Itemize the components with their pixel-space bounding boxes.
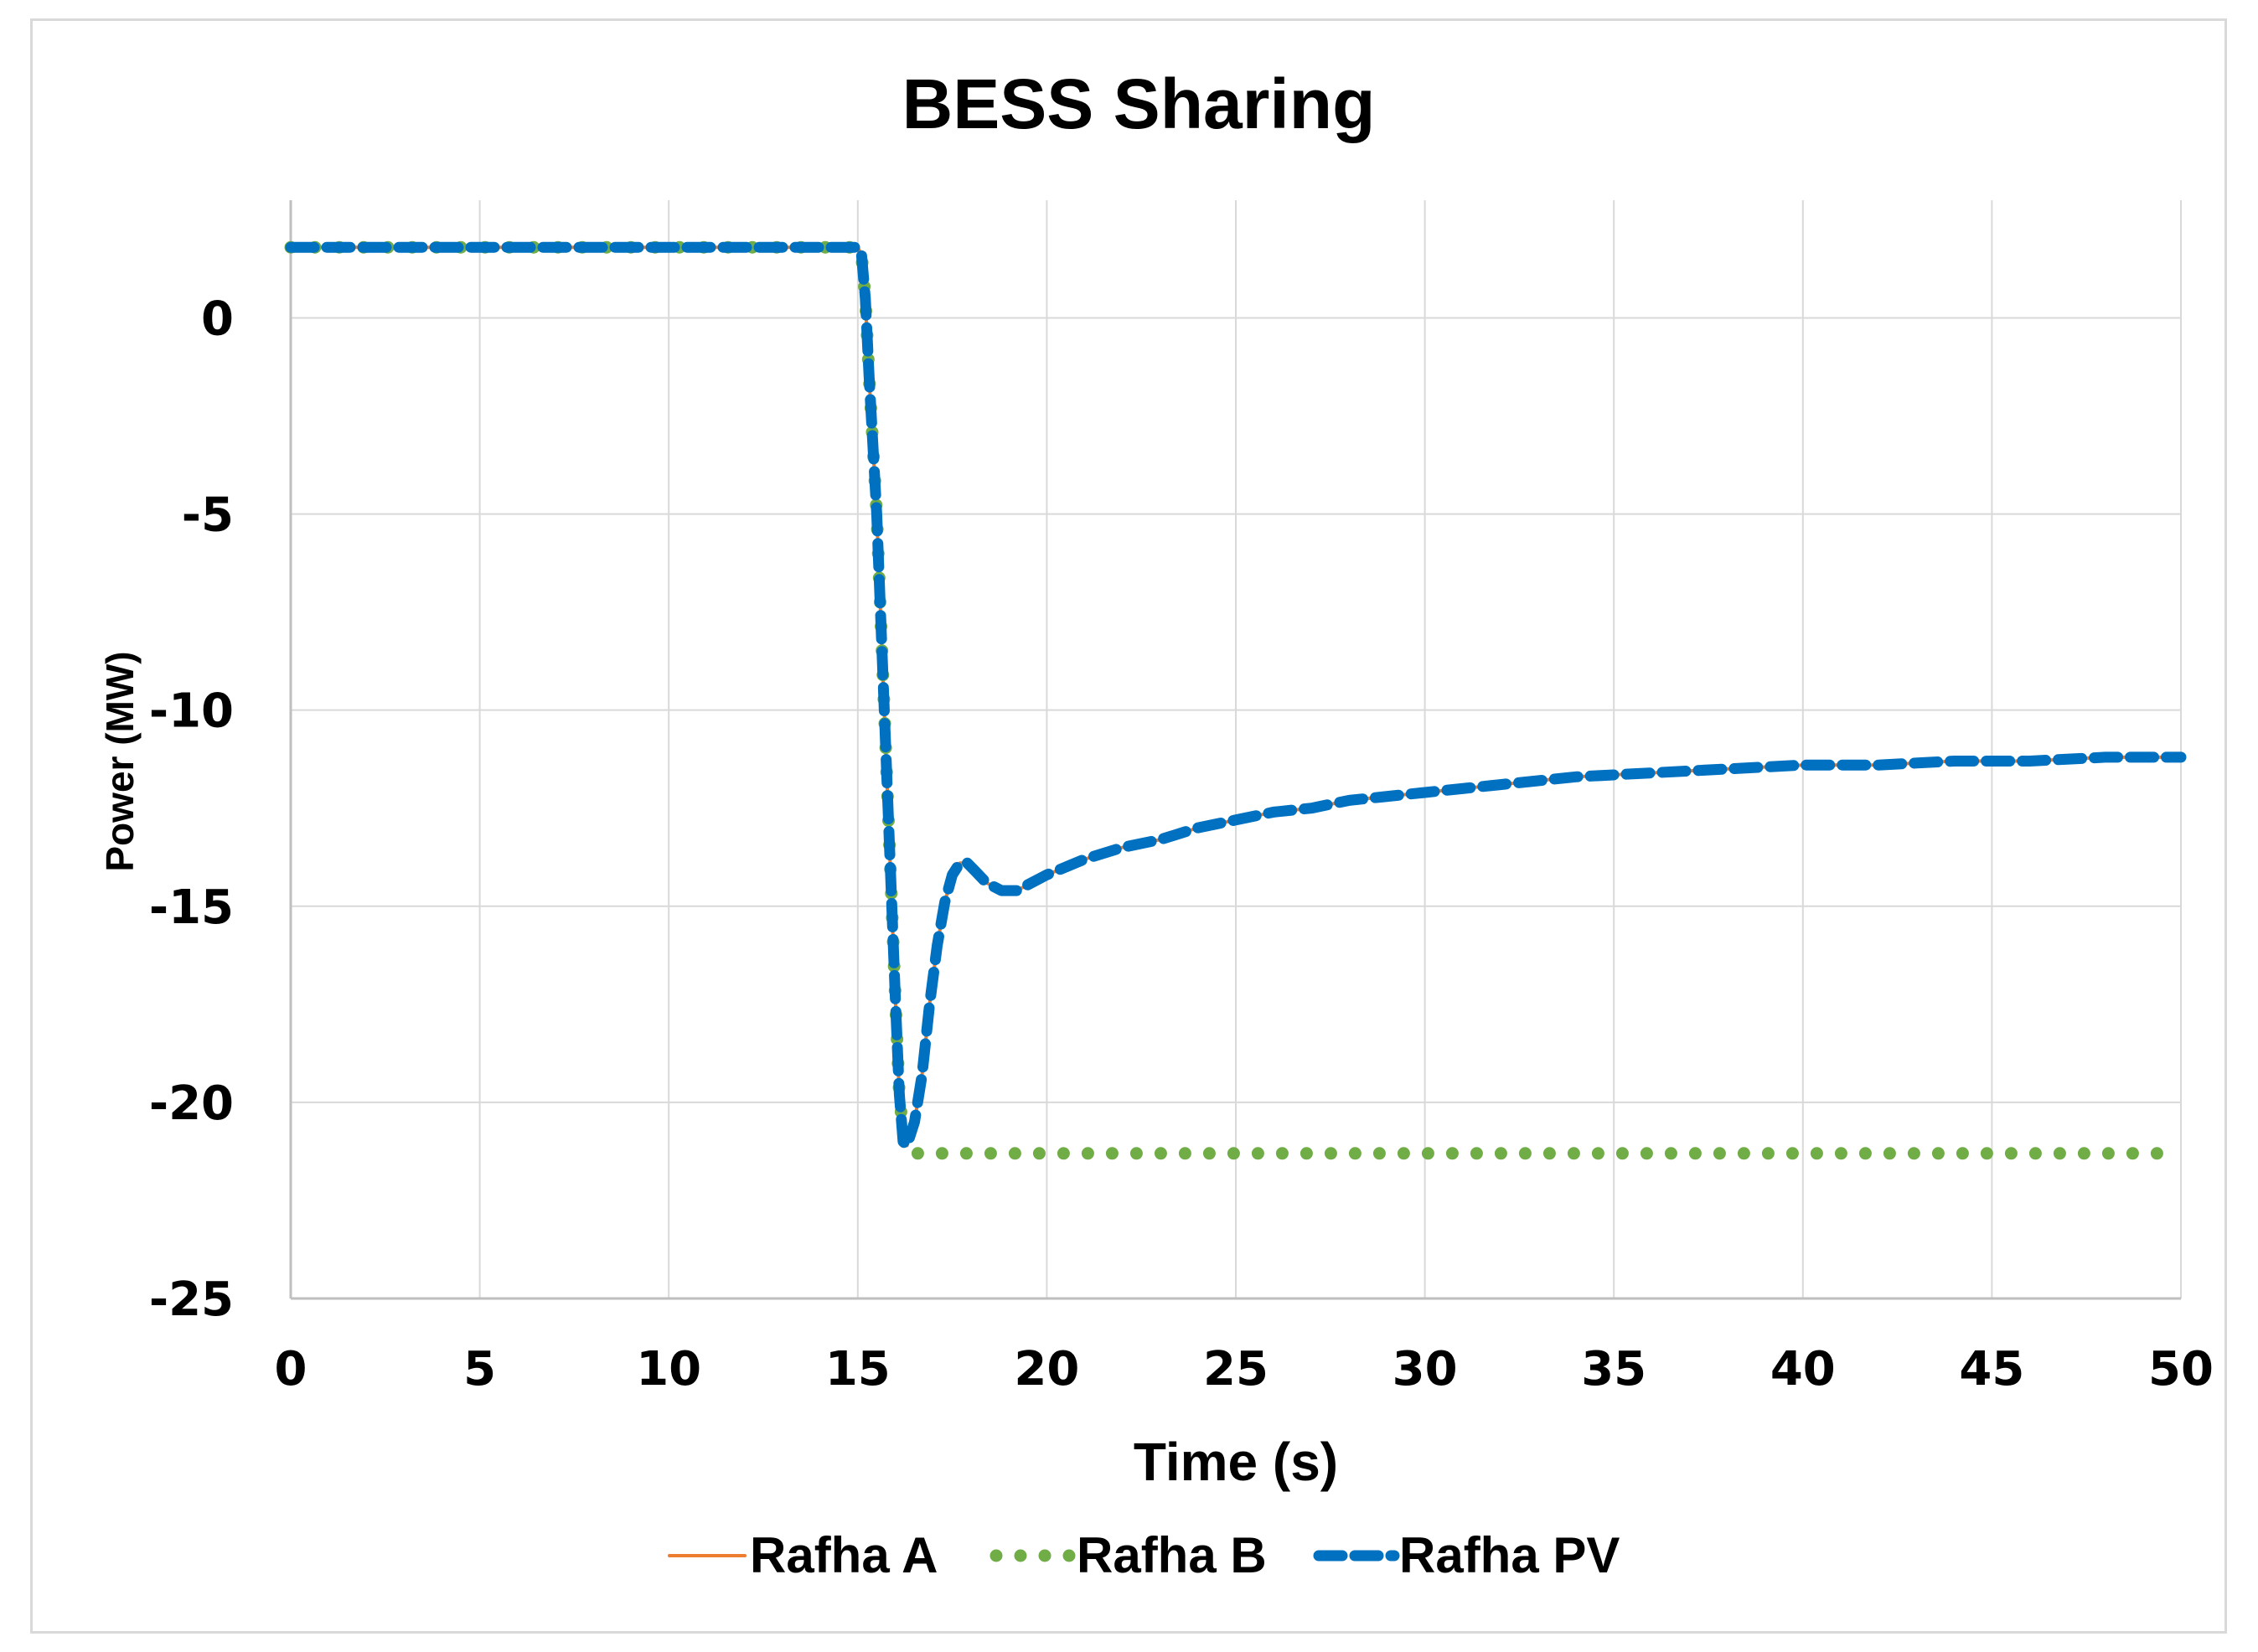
x-tick-label: 40	[1770, 1342, 1836, 1396]
legend: Rafha A Rafha B Rafha PV	[668, 1527, 1620, 1583]
series-lines	[284, 240, 2188, 1160]
x-tick-label: 45	[1959, 1342, 2024, 1396]
y-tick-label: 0	[201, 292, 234, 346]
x-tick-label: 25	[1203, 1342, 1269, 1396]
line-chart: BESS Sharing 0 -5 -10 -15 -20 -25 0 5 10 15 20 25 3…	[98, 65, 2214, 1583]
x-tick-label: 5	[463, 1342, 496, 1396]
legend-label: Rafha A	[750, 1527, 938, 1583]
gridlines	[291, 200, 2182, 1299]
y-axis-title: Power (MW)	[98, 651, 142, 871]
legend-label: Rafha PV	[1399, 1527, 1620, 1583]
x-tick-label: 50	[2148, 1342, 2214, 1396]
y-tick-label: -10	[149, 684, 234, 739]
x-tick-label: 15	[825, 1342, 891, 1396]
y-tick-label: -15	[149, 880, 234, 935]
x-tick-label: 10	[636, 1342, 701, 1396]
x-tick-label: 35	[1581, 1342, 1646, 1396]
x-tick-labels: 0 5 10 15 20 25 30 35 40 45 50	[275, 1342, 2214, 1396]
chart-title: BESS Sharing	[902, 65, 1376, 143]
series-line-rafha-pv	[285, 241, 2187, 1151]
axes	[289, 200, 2181, 1300]
x-tick-label: 30	[1393, 1342, 1458, 1396]
y-tick-label: -5	[182, 488, 234, 543]
y-tick-label: -20	[149, 1076, 234, 1131]
legend-label: Rafha B	[1077, 1527, 1267, 1583]
x-axis-title: Time (s)	[1134, 1432, 1338, 1492]
y-tick-labels: 0 -5 -10 -15 -20 -25	[149, 292, 234, 1327]
y-tick-label: -25	[149, 1273, 234, 1327]
x-tick-label: 0	[275, 1342, 307, 1396]
x-tick-label: 20	[1014, 1342, 1079, 1396]
chart-frame: BESS Sharing 0 -5 -10 -15 -20 -25 0 5 10 15 20 25 3…	[30, 18, 2227, 1634]
